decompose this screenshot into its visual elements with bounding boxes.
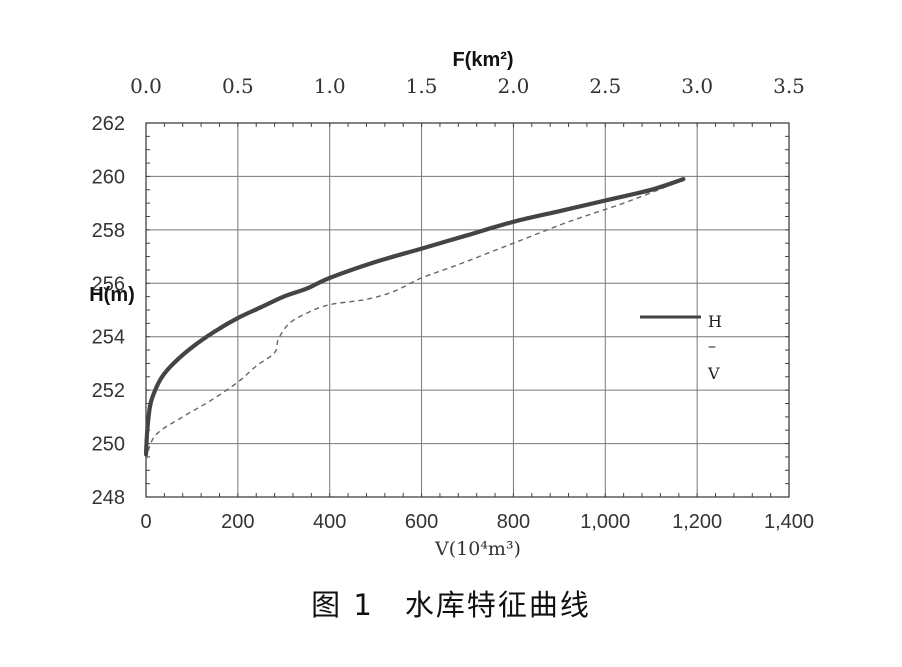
top-axis-title: F(km²) xyxy=(452,49,513,71)
bottom-axis-tick-label: 200 xyxy=(221,511,254,533)
bottom-axis-tick-label: 600 xyxy=(405,511,438,533)
legend-entry-h: H xyxy=(708,312,722,331)
top-axis-tick-label: 0.5 xyxy=(222,74,254,98)
y-axis-ticks: 248 250 252 254 256 258 260 262 xyxy=(92,113,125,509)
bottom-axis-tick-label: 800 xyxy=(497,511,530,533)
bottom-axis-tick-label: 0 xyxy=(140,511,151,533)
top-axis-tick-label: 1.5 xyxy=(406,74,438,98)
bottom-axis-title: V(10⁴m³) xyxy=(434,538,521,560)
h-v-curve xyxy=(143,177,686,457)
y-axis-tick-label: 262 xyxy=(92,113,125,135)
plot-frame xyxy=(145,122,790,498)
top-axis-tick-label: 2.0 xyxy=(498,74,530,98)
top-axis-tick-label: 1.0 xyxy=(314,74,346,98)
y-axis-tick-label: 250 xyxy=(92,434,125,456)
legend-entry-dash: – xyxy=(708,336,716,355)
y-axis-tick-label: 256 xyxy=(92,273,125,295)
y-axis-tick-label: 248 xyxy=(92,487,125,509)
y-axis-title: H(m) xyxy=(89,284,135,306)
top-axis-tick-label: 3.0 xyxy=(681,74,713,98)
bottom-axis-tick-label: 1,200 xyxy=(672,511,722,533)
bottom-axis-tick-label: 1,400 xyxy=(764,511,814,533)
y-axis-tick-label: 260 xyxy=(92,166,125,188)
legend-entry-v: V xyxy=(707,364,720,383)
top-axis-tick-label: 2.5 xyxy=(589,74,621,98)
bottom-axis-tick-label: 1,000 xyxy=(580,511,630,533)
grid-lines xyxy=(145,122,790,498)
top-axis-ticks: 0.0 0.5 1.0 1.5 2.0 2.5 3.0 3.5 xyxy=(130,74,805,98)
figure-caption: 图 1 水库特征曲线 xyxy=(311,588,591,622)
h-f-curve xyxy=(145,181,680,460)
minor-ticks xyxy=(145,123,789,498)
legend: H – V xyxy=(640,312,722,383)
y-axis-tick-label: 258 xyxy=(92,220,125,242)
bottom-axis-tick-label: 400 xyxy=(313,511,346,533)
top-axis-tick-label: 3.5 xyxy=(773,74,805,98)
y-axis-tick-label: 252 xyxy=(92,380,125,402)
top-axis-tick-label: 0.0 xyxy=(130,74,162,98)
bottom-axis-ticks: 0 200 400 600 800 1,000 1,200 1,400 xyxy=(140,511,814,533)
y-axis-tick-label: 254 xyxy=(92,327,125,349)
